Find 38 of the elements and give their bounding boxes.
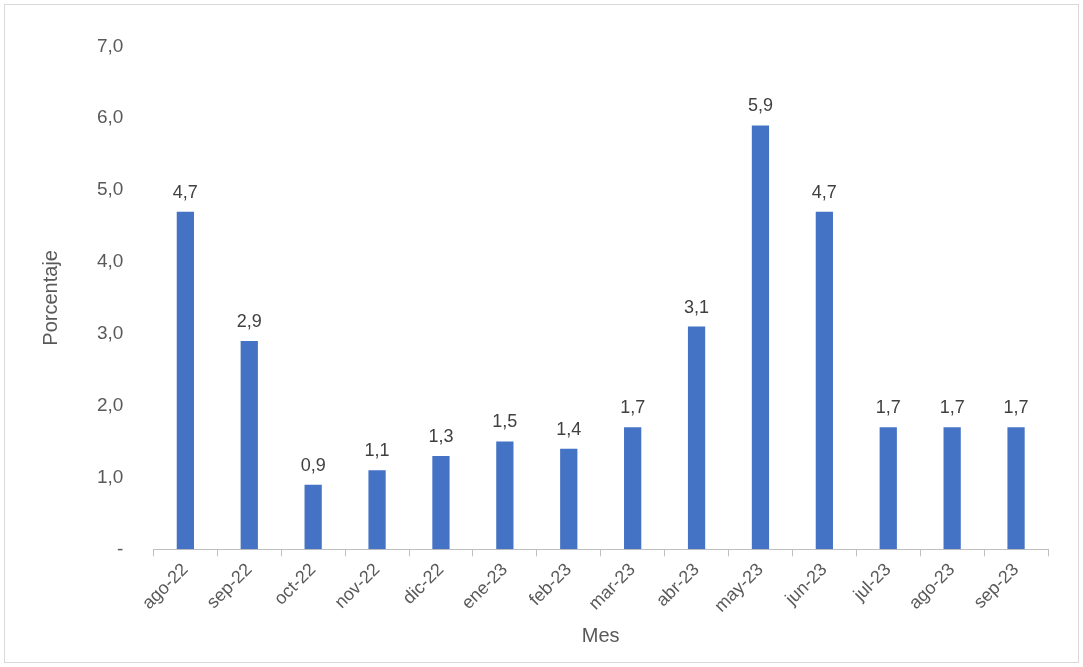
data-label: 1,3 [428,425,454,446]
data-label: 4,7 [172,181,198,202]
bar [1007,427,1025,550]
y-tick-label: - [117,537,124,559]
y-tick-label: 6,0 [96,106,124,128]
bar [943,427,961,550]
data-label: 0,9 [300,454,326,475]
y-axis-title: Porcentaje [38,250,61,346]
bar [687,326,706,550]
bar [624,427,642,550]
data-label: 1,5 [492,411,518,432]
data-label: 1,4 [556,418,582,439]
data-label: 1,7 [939,397,965,418]
bar [432,455,450,550]
bar [304,484,322,550]
data-label: 5,9 [747,95,773,116]
data-label: 1,7 [1003,397,1029,418]
x-axis-title: Mes [581,623,620,646]
bar [751,125,770,550]
bar [240,340,258,550]
data-label: 1,7 [620,397,646,418]
data-label: 1,1 [364,440,390,461]
bar [879,427,897,550]
bar [176,211,194,550]
y-tick-label: 5,0 [96,178,124,200]
y-tick-label: 7,0 [96,34,124,56]
y-tick-label: 3,0 [96,322,124,343]
y-tick-label: 2,0 [96,393,124,415]
data-label: 4,7 [811,181,837,202]
bar [496,441,514,550]
bar [815,211,833,550]
y-tick-label: 4,0 [96,250,124,272]
bar [560,448,578,550]
y-tick-label: 1,0 [96,465,124,487]
data-label: 3,1 [684,296,710,317]
data-label: 2,9 [236,310,262,331]
bar [368,470,386,550]
data-label: 1,7 [875,397,901,418]
